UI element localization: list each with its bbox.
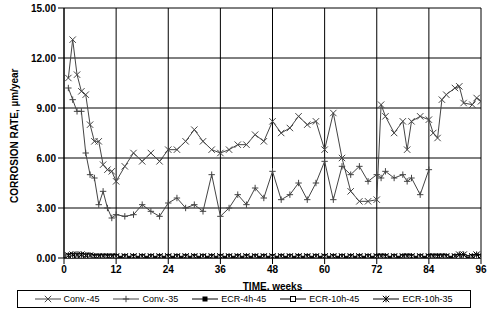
svg-text:3.00: 3.00 (37, 203, 57, 214)
svg-text:84: 84 (423, 264, 435, 275)
svg-text:48: 48 (267, 264, 279, 275)
svg-text:9.00: 9.00 (37, 103, 57, 114)
svg-text:TIME, weeks: TIME, weeks (243, 281, 303, 292)
html-text:ECR-4h-45: ECR-4h-45 (221, 294, 267, 304)
html-text:Conv.-45: Conv.-45 (63, 294, 100, 304)
svg-text:24: 24 (163, 264, 175, 275)
svg-text:0.00: 0.00 (37, 253, 57, 264)
html-text:ECR-10h-45: ECR-10h-45 (309, 294, 360, 304)
svg-text:6.00: 6.00 (37, 153, 57, 164)
svg-text:12.00: 12.00 (31, 53, 56, 64)
svg-text:36: 36 (215, 264, 227, 275)
svg-text:15.00: 15.00 (31, 3, 56, 14)
svg-text:60: 60 (319, 264, 331, 275)
html-text:ECR-10h-35: ECR-10h-35 (402, 294, 453, 304)
svg-text:0: 0 (61, 264, 67, 275)
svg-text:96: 96 (475, 264, 487, 275)
svg-text:72: 72 (371, 264, 383, 275)
html-text:Conv.-35: Conv.-35 (142, 294, 179, 304)
svg-text:12: 12 (111, 264, 123, 275)
svg-text:CORROSION RATE, µm/year: CORROSION RATE, µm/year (9, 68, 20, 203)
